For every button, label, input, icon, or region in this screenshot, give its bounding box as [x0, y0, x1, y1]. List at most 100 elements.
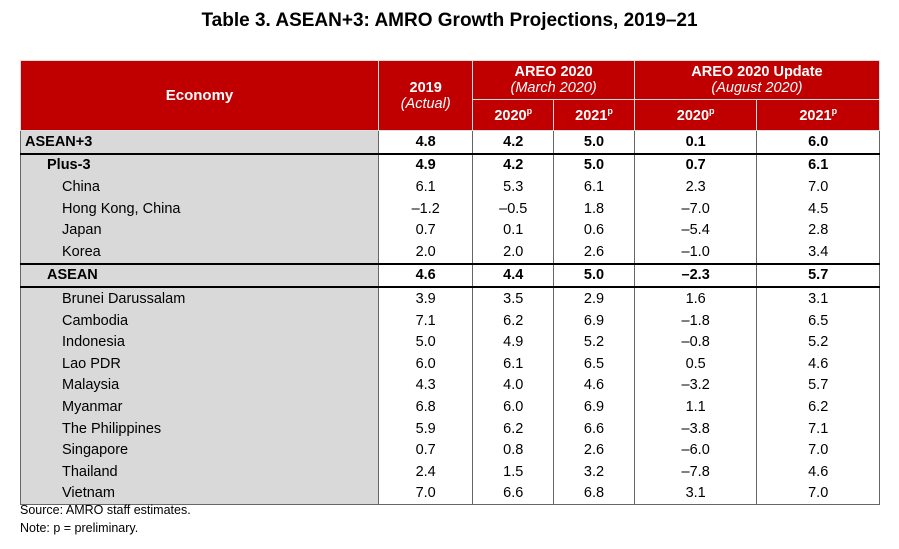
value-cell: 4.2	[472, 130, 555, 155]
value-cell: 6.2	[472, 417, 555, 440]
table-row: Myanmar 6.8 6.0 6.9 1.1 6.2	[20, 396, 880, 418]
value-cell: 5.0	[553, 153, 635, 177]
growth-table: Economy 2019 (Actual) AREO 2020 (March 202…	[20, 60, 881, 506]
value-cell: 4.6	[377, 262, 474, 289]
value-cell: 4.9	[377, 153, 474, 177]
value-cell: 6.8	[553, 482, 635, 506]
header-update: AREO 2020 Update (August 2020)	[633, 60, 881, 100]
economy-name: Thailand	[20, 460, 379, 483]
value-cell: 5.9	[377, 417, 474, 440]
economy-name: Hong Kong, China	[20, 197, 379, 220]
value-cell: 4.5	[756, 197, 880, 220]
value-cell: 6.1	[756, 153, 880, 177]
value-cell: –1.8	[633, 309, 758, 332]
value-cell: 1.5	[472, 460, 555, 483]
value-cell: 2.0	[377, 240, 474, 264]
table-row: ASEAN+3 4.8 4.2 5.0 0.1 6.0	[20, 130, 880, 155]
value-cell: 0.8	[472, 439, 555, 461]
header-update-2021: 2021p	[756, 99, 880, 131]
value-cell: 7.1	[377, 309, 474, 332]
header-update-2020: 2020p	[633, 99, 758, 131]
value-cell: 5.2	[553, 331, 635, 353]
value-cell: 3.1	[633, 482, 758, 506]
economy-name: Brunei Darussalam	[20, 287, 379, 310]
value-cell: –0.5	[472, 197, 555, 220]
economy-name: Plus-3	[20, 153, 379, 177]
value-cell: 6.0	[377, 352, 474, 375]
economy-name: Singapore	[20, 439, 379, 461]
header-areo: AREO 2020 (March 2020)	[472, 60, 635, 100]
value-cell: 6.5	[756, 309, 880, 332]
value-cell: 0.1	[472, 219, 555, 241]
table-row: Singapore 0.7 0.8 2.6 –6.0 7.0	[20, 439, 880, 461]
value-cell: 4.2	[472, 153, 555, 177]
value-cell: 0.6	[553, 219, 635, 241]
value-cell: 0.7	[377, 439, 474, 461]
footnote: Note: p = preliminary.	[20, 521, 139, 535]
table-row: The Philippines 5.9 6.2 6.6 –3.8 7.1	[20, 417, 880, 440]
value-cell: 4.4	[472, 262, 555, 289]
value-cell: 7.0	[756, 439, 880, 461]
economy-name: The Philippines	[20, 417, 379, 440]
value-cell: 2.9	[553, 287, 635, 310]
value-cell: 5.0	[553, 130, 635, 155]
header-2019: 2019 (Actual)	[377, 60, 474, 131]
economy-name: ASEAN+3	[20, 130, 379, 155]
value-cell: 6.0	[472, 396, 555, 418]
table-row: Cambodia 7.1 6.2 6.9 –1.8 6.5	[20, 309, 880, 332]
value-cell: 4.3	[377, 374, 474, 397]
value-cell: 0.7	[633, 153, 758, 177]
economy-name: Myanmar	[20, 396, 379, 418]
table-row: Brunei Darussalam 3.9 3.5 2.9 1.6 3.1	[20, 287, 880, 310]
value-cell: –5.4	[633, 219, 758, 241]
value-cell: 0.5	[633, 352, 758, 375]
header-areo-2021: 2021p	[553, 99, 635, 131]
value-cell: 6.5	[553, 352, 635, 375]
value-cell: 3.9	[377, 287, 474, 310]
value-cell: 2.0	[472, 240, 555, 264]
value-cell: 3.5	[472, 287, 555, 310]
value-cell: 2.6	[553, 439, 635, 461]
table-row: Vietnam 7.0 6.6 6.8 3.1 7.0	[20, 482, 880, 506]
table-title: Table 3. ASEAN+3: AMRO Growth Projection…	[201, 10, 698, 31]
value-cell: 0.1	[633, 130, 758, 155]
economy-name: ASEAN	[20, 262, 379, 289]
table-row: Hong Kong, China –1.2 –0.5 1.8 –7.0 4.5	[20, 197, 880, 220]
table-row: Japan 0.7 0.1 0.6 –5.4 2.8	[20, 219, 880, 241]
table-row: Malaysia 4.3 4.0 4.6 –3.2 5.7	[20, 374, 880, 397]
value-cell: 1.8	[553, 197, 635, 220]
value-cell: 2.6	[553, 240, 635, 264]
header-economy: Economy	[20, 60, 379, 131]
table-row: Plus-3 4.9 4.2 5.0 0.7 6.1	[20, 153, 880, 177]
value-cell: 6.1	[553, 176, 635, 198]
table-row: Lao PDR 6.0 6.1 6.5 0.5 4.6	[20, 352, 880, 375]
economy-name: Korea	[20, 240, 379, 264]
value-cell: 6.9	[553, 309, 635, 332]
economy-name: Indonesia	[20, 331, 379, 353]
economy-name: Vietnam	[20, 482, 379, 506]
value-cell: 4.0	[472, 374, 555, 397]
value-cell: 6.6	[472, 482, 555, 506]
economy-name: Lao PDR	[20, 352, 379, 375]
value-cell: –3.2	[633, 374, 758, 397]
value-cell: –0.8	[633, 331, 758, 353]
table-row: Korea 2.0 2.0 2.6 –1.0 3.4	[20, 240, 880, 264]
value-cell: 5.0	[377, 331, 474, 353]
value-cell: 4.9	[472, 331, 555, 353]
value-cell: 6.9	[553, 396, 635, 418]
value-cell: 2.3	[633, 176, 758, 198]
value-cell: 6.1	[472, 352, 555, 375]
table-row: China 6.1 5.3 6.1 2.3 7.0	[20, 176, 880, 198]
value-cell: –2.3	[633, 262, 758, 289]
value-cell: –1.0	[633, 240, 758, 264]
value-cell: 6.1	[377, 176, 474, 198]
value-cell: 6.2	[756, 396, 880, 418]
value-cell: 5.3	[472, 176, 555, 198]
table-row: Thailand 2.4 1.5 3.2 –7.8 4.6	[20, 460, 880, 483]
value-cell: 3.2	[553, 460, 635, 483]
economy-name: China	[20, 176, 379, 198]
value-cell: 2.8	[756, 219, 880, 241]
table-row: Indonesia 5.0 4.9 5.2 –0.8 5.2	[20, 331, 880, 353]
economy-name: Cambodia	[20, 309, 379, 332]
header-areo-2020: 2020p	[472, 99, 555, 131]
